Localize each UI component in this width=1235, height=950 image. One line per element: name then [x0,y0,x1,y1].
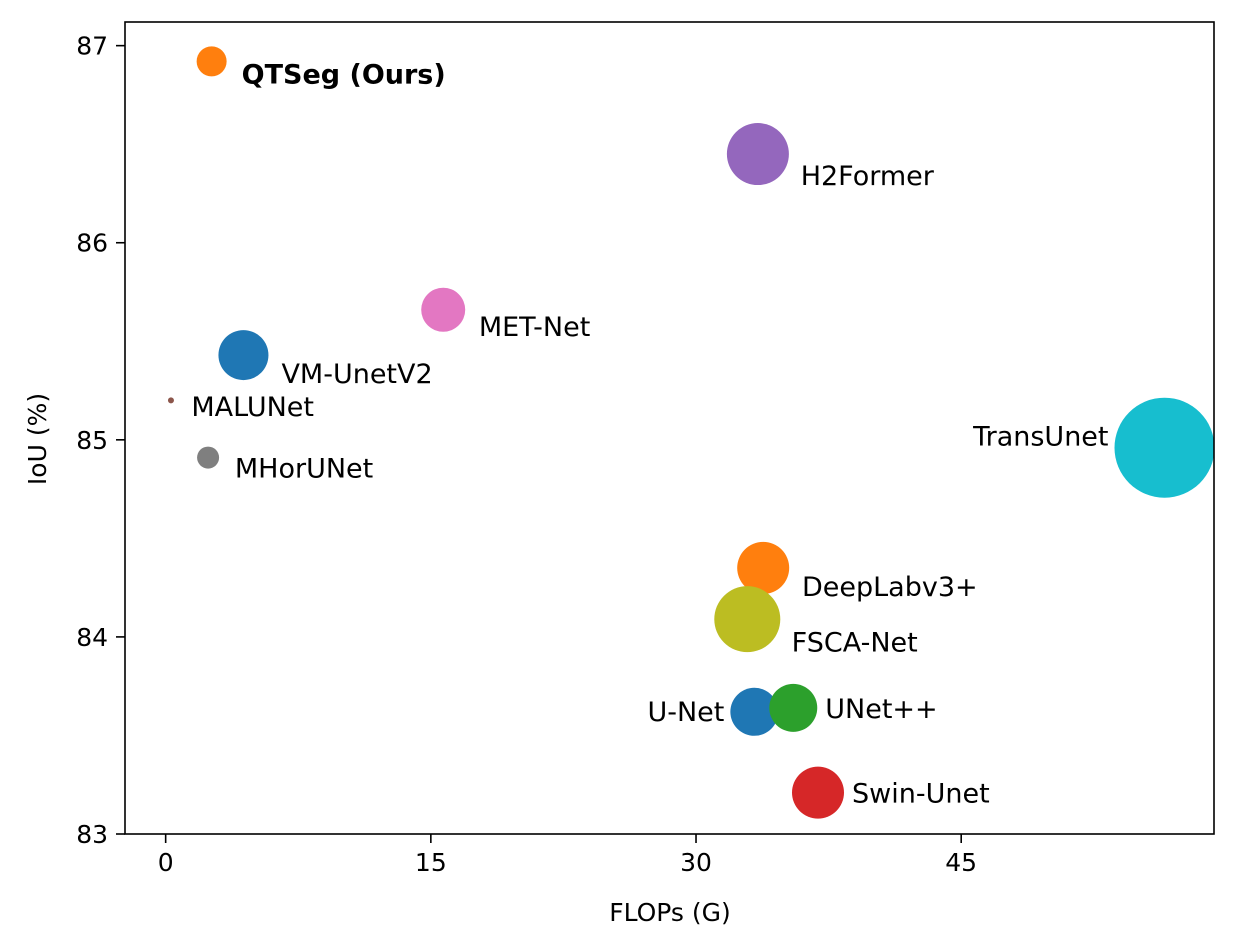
point-label-u-net: U-Net [647,697,724,728]
point-label-mhorunet: MHorUNet [235,454,373,485]
point-u-net [730,687,779,736]
y-axis-label: IoU (%) [23,393,52,485]
point-mhorunet [197,446,220,469]
point-label-malunet: MALUNet [191,392,314,423]
point-label-met-net: MET-Net [479,312,591,343]
point-label-fsca-net: FSCA-Net [792,627,918,658]
point-transunet [1114,397,1214,498]
point-deeplabv3 [737,541,790,594]
plot-frame-top [124,21,1215,835]
point-malunet [167,397,174,404]
point-label-unet: UNet++ [825,694,937,725]
point-met-net [421,287,466,332]
point-swin-unet [792,766,844,819]
point-label-swin-unet: Swin-Unet [852,779,990,810]
point-fsca-net [714,586,781,653]
point-label-transunet: TransUnet [972,422,1108,453]
y-axis-ticks: 83 84 85 86 87 [76,32,125,849]
y-tick-label: 84 [76,623,108,652]
data-points [167,46,1214,819]
point-h2former [726,123,789,186]
x-tick-label: 30 [680,848,712,877]
y-tick-label: 87 [76,32,108,61]
x-axis-label: FLOPs (G) [609,898,731,927]
y-tick-label: 83 [76,820,108,849]
point-label-deeplabv3: DeepLabv3+ [802,572,978,603]
point-qtseg-ours [196,46,227,77]
point-unet [769,683,818,732]
point-label-qtseg-ours: QTSeg (Ours) [242,60,446,91]
point-labels: QTSeg (Ours) H2Former MET-Net VM-UnetV2MALU… [191,60,1108,810]
point-label-vm-unetv2: VM-UnetV2 [281,359,432,390]
y-tick-label: 85 [76,426,108,455]
y-tick-label: 86 [76,229,108,258]
x-tick-label: 45 [945,848,977,877]
x-tick-label: 0 [158,848,174,877]
plot-border [124,21,1215,835]
x-axis-ticks: 0 15 30 45 [158,834,977,877]
point-label-h2former: H2Former [801,161,935,192]
point-vm-unetv2 [218,330,269,381]
x-tick-label: 15 [415,848,447,877]
